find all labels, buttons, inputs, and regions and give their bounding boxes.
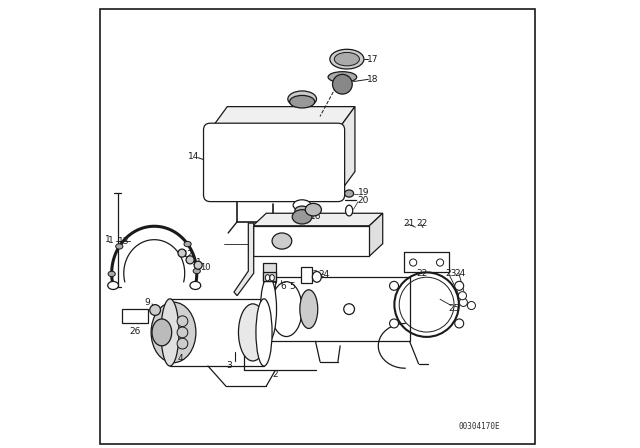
Ellipse shape bbox=[190, 281, 201, 289]
Ellipse shape bbox=[390, 281, 399, 290]
Text: 26: 26 bbox=[129, 327, 141, 336]
Ellipse shape bbox=[151, 302, 196, 363]
Ellipse shape bbox=[108, 281, 118, 289]
Ellipse shape bbox=[344, 190, 353, 197]
Ellipse shape bbox=[239, 304, 267, 361]
Ellipse shape bbox=[295, 206, 309, 215]
Ellipse shape bbox=[458, 292, 467, 300]
Ellipse shape bbox=[292, 210, 312, 224]
Ellipse shape bbox=[116, 244, 123, 249]
Text: 15: 15 bbox=[310, 204, 321, 213]
Ellipse shape bbox=[178, 249, 186, 257]
Ellipse shape bbox=[455, 281, 464, 290]
Text: 22: 22 bbox=[417, 269, 428, 278]
Ellipse shape bbox=[455, 319, 464, 328]
Ellipse shape bbox=[346, 205, 353, 216]
Text: 23: 23 bbox=[445, 269, 457, 278]
Text: 11: 11 bbox=[191, 258, 202, 267]
Text: 3: 3 bbox=[227, 361, 232, 370]
Ellipse shape bbox=[194, 261, 202, 269]
Ellipse shape bbox=[256, 299, 272, 366]
Text: 17: 17 bbox=[367, 55, 379, 64]
Text: 2: 2 bbox=[273, 370, 278, 379]
Text: 1: 1 bbox=[105, 235, 111, 244]
Text: 14: 14 bbox=[188, 152, 199, 161]
Text: 25: 25 bbox=[449, 304, 460, 313]
Ellipse shape bbox=[161, 299, 179, 366]
Text: 8: 8 bbox=[262, 282, 268, 291]
Ellipse shape bbox=[328, 72, 356, 82]
Ellipse shape bbox=[193, 268, 200, 274]
Ellipse shape bbox=[293, 200, 311, 211]
Ellipse shape bbox=[300, 290, 317, 328]
Bar bbox=[301, 267, 312, 283]
Ellipse shape bbox=[177, 327, 188, 338]
Text: 12: 12 bbox=[182, 250, 193, 259]
Ellipse shape bbox=[177, 316, 188, 327]
Polygon shape bbox=[234, 223, 253, 296]
Bar bbox=[122, 309, 148, 323]
Ellipse shape bbox=[460, 298, 467, 306]
Ellipse shape bbox=[271, 282, 302, 336]
Ellipse shape bbox=[152, 319, 172, 346]
Ellipse shape bbox=[260, 277, 276, 341]
Ellipse shape bbox=[184, 241, 191, 247]
FancyBboxPatch shape bbox=[204, 123, 344, 202]
Text: 00304170E: 00304170E bbox=[458, 422, 500, 431]
Text: 10: 10 bbox=[200, 263, 211, 272]
Text: 4: 4 bbox=[177, 354, 183, 363]
Text: 18: 18 bbox=[367, 75, 379, 84]
Polygon shape bbox=[253, 213, 383, 226]
Text: 22: 22 bbox=[308, 270, 319, 279]
Text: 6: 6 bbox=[280, 282, 286, 291]
Ellipse shape bbox=[290, 95, 315, 108]
Ellipse shape bbox=[333, 74, 352, 94]
Polygon shape bbox=[210, 107, 355, 130]
Polygon shape bbox=[369, 213, 383, 256]
Ellipse shape bbox=[150, 305, 161, 315]
Ellipse shape bbox=[390, 319, 399, 328]
Text: 5: 5 bbox=[289, 282, 295, 291]
Ellipse shape bbox=[344, 304, 355, 314]
Text: 22: 22 bbox=[417, 219, 428, 228]
Ellipse shape bbox=[186, 256, 194, 264]
Text: 24: 24 bbox=[319, 270, 330, 279]
Ellipse shape bbox=[330, 49, 364, 69]
Ellipse shape bbox=[177, 338, 188, 349]
Text: 16: 16 bbox=[310, 212, 321, 221]
Ellipse shape bbox=[288, 91, 317, 107]
Text: 21: 21 bbox=[403, 219, 414, 228]
Ellipse shape bbox=[410, 259, 417, 266]
Ellipse shape bbox=[266, 275, 270, 281]
Text: 24: 24 bbox=[454, 269, 465, 278]
Polygon shape bbox=[338, 107, 355, 195]
Bar bbox=[253, 226, 369, 256]
Ellipse shape bbox=[108, 271, 115, 276]
Text: 1: 1 bbox=[108, 236, 113, 245]
Bar bbox=[263, 263, 276, 281]
Text: 7: 7 bbox=[271, 282, 277, 291]
Ellipse shape bbox=[334, 52, 360, 66]
Text: 20: 20 bbox=[358, 196, 369, 205]
Ellipse shape bbox=[272, 233, 292, 249]
Ellipse shape bbox=[312, 271, 321, 282]
Text: 13: 13 bbox=[118, 237, 129, 246]
Ellipse shape bbox=[270, 275, 275, 281]
Text: 9: 9 bbox=[145, 298, 150, 307]
Ellipse shape bbox=[305, 203, 321, 216]
Bar bbox=[263, 272, 276, 281]
Text: 19: 19 bbox=[358, 188, 369, 197]
Ellipse shape bbox=[467, 302, 476, 310]
Ellipse shape bbox=[436, 259, 444, 266]
